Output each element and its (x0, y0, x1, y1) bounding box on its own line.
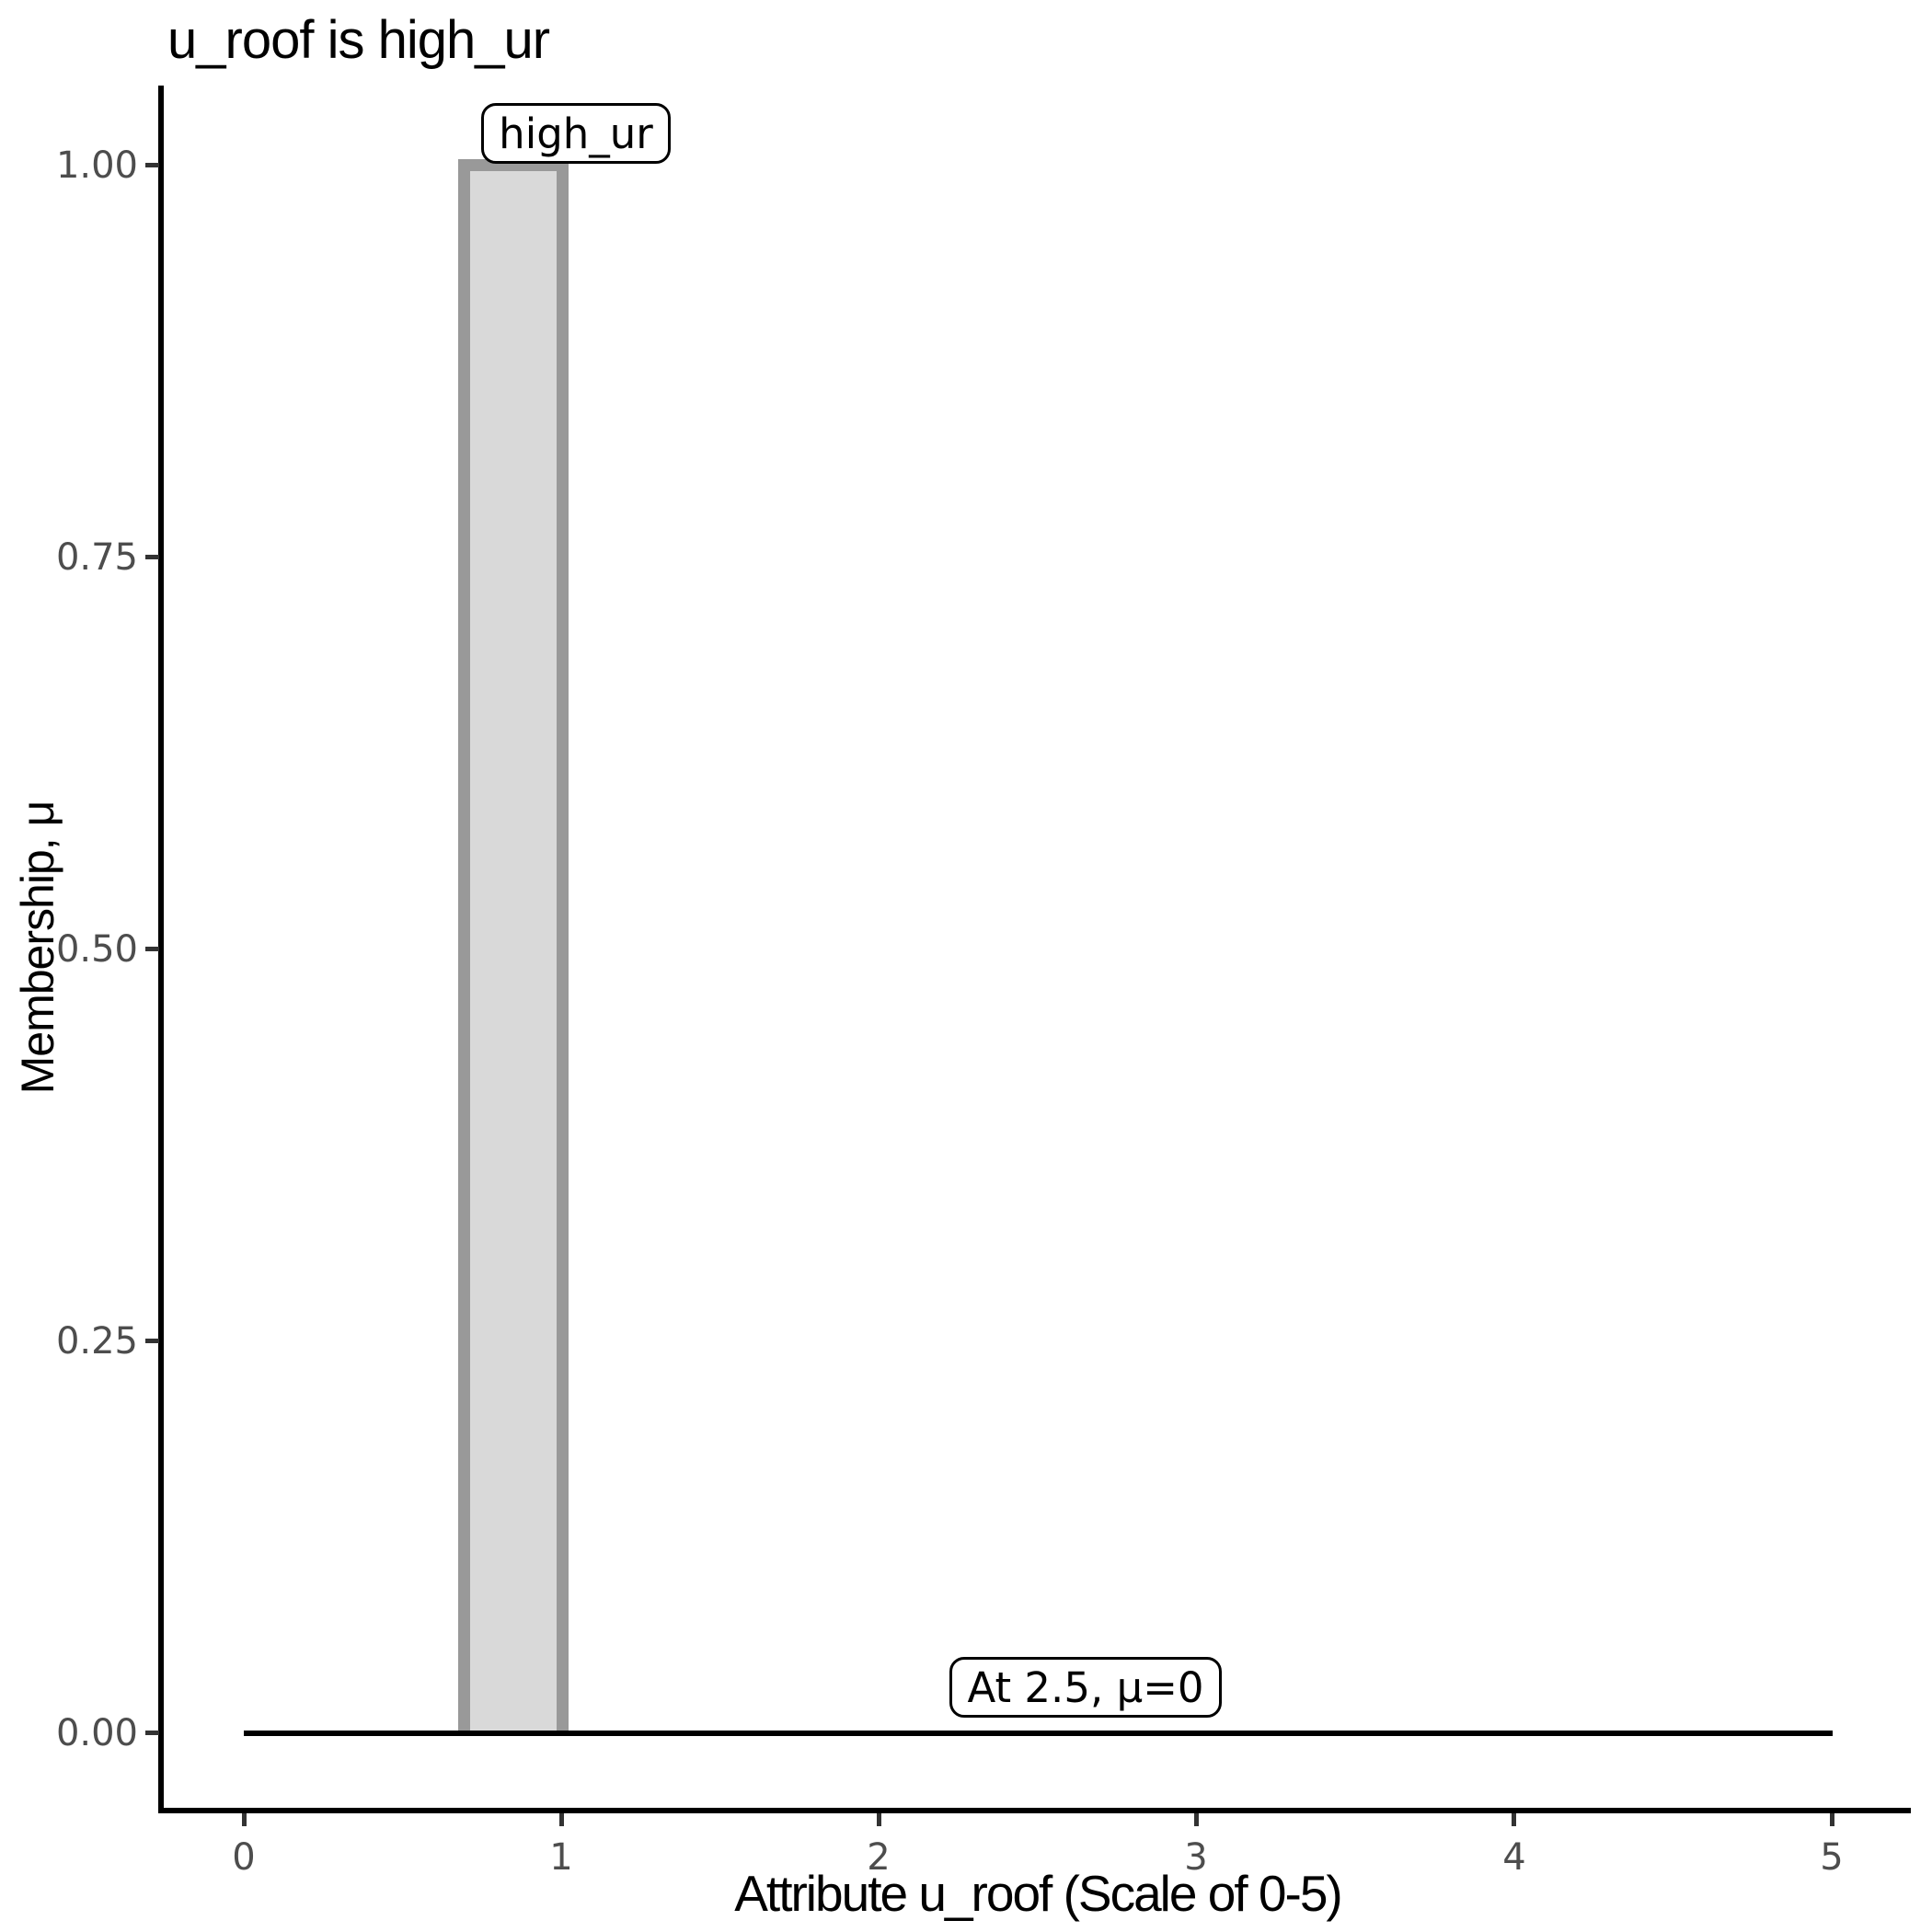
x-tick-mark-0 (242, 1813, 247, 1826)
y-tick-label: 1.00 (55, 144, 138, 187)
y-tick-mark-1.00 (145, 163, 159, 167)
y-axis-line (158, 86, 164, 1813)
x-axis-line (158, 1808, 1911, 1813)
x-tick-mark-5 (1830, 1813, 1834, 1826)
x-tick-label: 1 (549, 1836, 573, 1879)
x-tick-label: 3 (1184, 1836, 1208, 1879)
x-tick-mark-3 (1194, 1813, 1199, 1826)
set-label-text: high_ur (499, 109, 653, 158)
y-tick-mark-0.50 (145, 947, 159, 951)
zero-membership-line (244, 1731, 1833, 1736)
x-tick-mark-4 (1512, 1813, 1516, 1826)
y-tick-mark-0.25 (145, 1339, 159, 1343)
x-tick-label: 0 (232, 1836, 256, 1879)
x-tick-label: 5 (1820, 1836, 1844, 1879)
annotation-box: At 2.5, μ=0 (949, 1657, 1222, 1718)
y-tick-label: 0.25 (55, 1320, 138, 1363)
y-tick-mark-0.00 (145, 1731, 159, 1735)
x-tick-label: 4 (1502, 1836, 1526, 1879)
chart-title: u_roof is high_ur (167, 10, 550, 70)
y-tick-mark-0.75 (145, 555, 159, 559)
x-tick-label: 2 (867, 1836, 891, 1879)
x-tick-mark-2 (877, 1813, 881, 1826)
set-label-box: high_ur (481, 103, 671, 164)
x-tick-mark-1 (559, 1813, 564, 1826)
membership-bar-high-ur (458, 159, 569, 1736)
annotation-text: At 2.5, μ=0 (967, 1662, 1204, 1712)
y-tick-label: 0.75 (55, 536, 138, 579)
y-tick-label: 0.50 (55, 928, 138, 971)
y-tick-label: 0.00 (55, 1712, 138, 1754)
x-axis-title: Attribute u_roof (Scale of 0-5) (734, 1865, 1342, 1922)
